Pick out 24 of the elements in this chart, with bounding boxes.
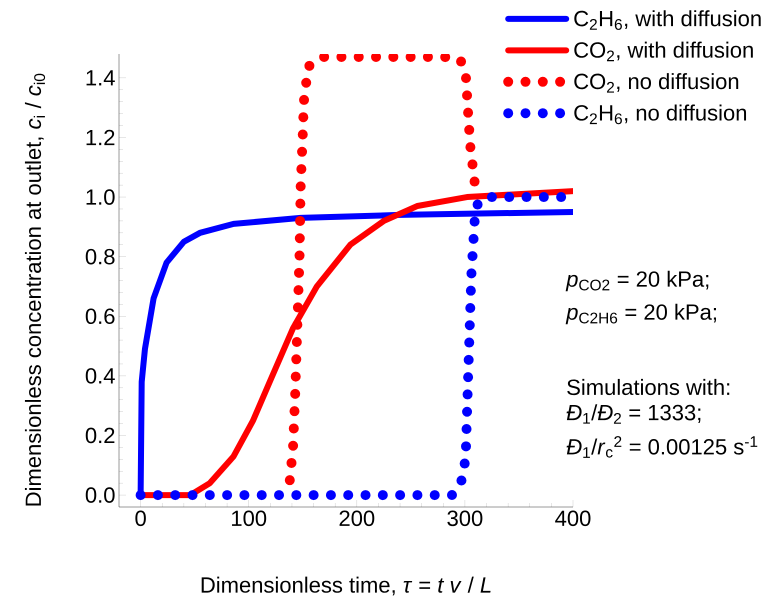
x-tick-label: 100	[232, 510, 266, 526]
legend-label: CO$_{2}$, with diffusion	[574, 42, 753, 62]
y-tick-label: 1.0	[86, 189, 115, 205]
y-tick-label: 1.4	[86, 70, 115, 86]
legend-label: CO$_{2}$, no diffusion	[574, 73, 738, 93]
y-axis-title: Dimensionless concentration at outlet, c$_{i}$ / c$_{i0}$	[24, 74, 46, 506]
annotation: Simulations with:	[567, 378, 730, 396]
x-axis-title: Dimensionless time, τ = t v / L	[202, 576, 491, 596]
legend-label: C$_{2}$H$_{6}$, no diffusion	[574, 104, 746, 124]
legend-label: C$_{2}$H$_{6}$, with diffusion	[574, 10, 761, 30]
y-tick-label: 0.8	[86, 248, 115, 264]
x-tick-label: 300	[447, 510, 482, 526]
y-tick-label: 0.4	[86, 368, 115, 384]
x-tick-label: 200	[340, 510, 374, 526]
y-tick-label: 1.2	[86, 130, 114, 146]
annotation: Đ$_{1}$/Đ$_{2}$ = 1333;	[566, 404, 700, 424]
x-tick-label: 0	[135, 510, 146, 526]
y-tick-label: 0.2	[86, 428, 114, 444]
y-tick-label: 0.0	[86, 487, 115, 503]
annotation: p$_{C2H6}$ = 20 kPa;	[566, 304, 716, 324]
y-tick-label: 0.6	[86, 308, 115, 324]
x-tick-label: 400	[555, 510, 590, 526]
annotation: p$_{CO2}$ = 20 kPa;	[566, 270, 708, 292]
annotation: Đ$_{1}$/r$_{c}$$^{2}$ = 0.00125 s$^{-1}$	[566, 436, 758, 458]
